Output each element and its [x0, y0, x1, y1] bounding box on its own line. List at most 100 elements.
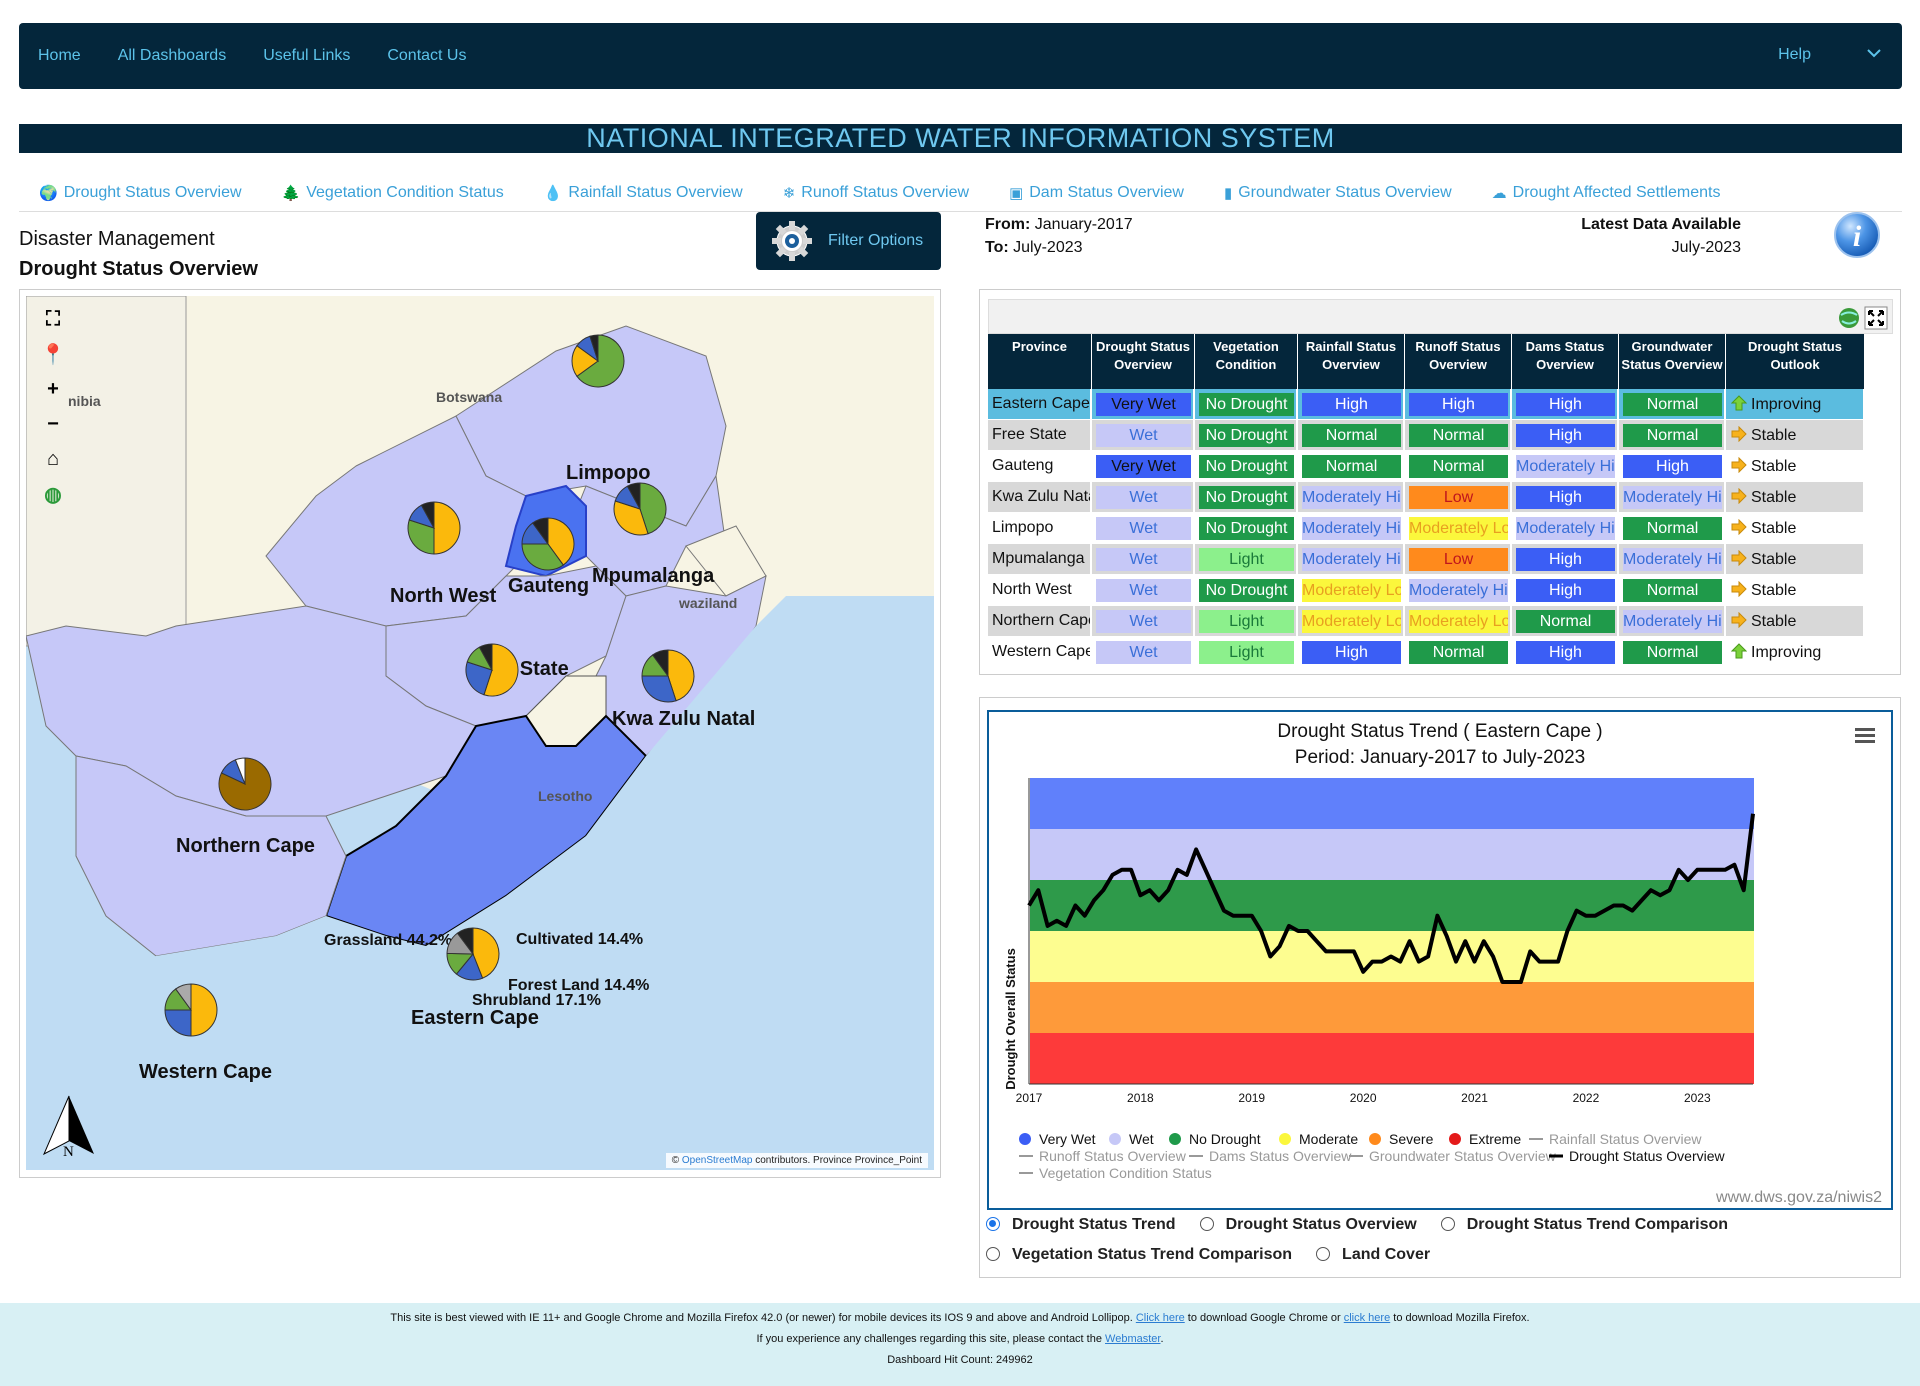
legend-item[interactable]: Vegetation Condition Status: [1019, 1165, 1212, 1181]
legend-item[interactable]: No Drought: [1169, 1131, 1261, 1147]
webmaster-link[interactable]: Webmaster: [1105, 1333, 1161, 1345]
legend-item[interactable]: Rainfall Status Overview: [1529, 1131, 1702, 1147]
chart-option-vegetation-status-trend-comparison[interactable]: Vegetation Status Trend Comparison: [986, 1240, 1304, 1270]
land-cover-pie[interactable]: [571, 334, 625, 388]
tab-groundwater-status-overview[interactable]: ▮ Groundwater Status Overview: [1224, 184, 1452, 202]
radio-button[interactable]: [1199, 1217, 1214, 1231]
chrome-download-link[interactable]: Click here: [1135, 1312, 1185, 1324]
band-severe: [1030, 982, 1754, 1033]
filter-options-button[interactable]: Filter Options: [756, 212, 941, 270]
home-icon[interactable]: ⌂: [46, 447, 60, 470]
land-cover-pie[interactable]: [465, 643, 519, 697]
tab-runoff-status-overview[interactable]: ❄ Runoff Status Overview: [783, 184, 969, 202]
status-cell: Normal: [1619, 420, 1726, 451]
status-value: Moderately Low: [1302, 578, 1401, 602]
land-cover-pie[interactable]: [521, 517, 575, 571]
pie-slice: [589, 334, 599, 362]
radio-button[interactable]: [986, 1247, 1000, 1261]
tab-vegetation-condition-status[interactable]: 🌲 Vegetation Condition Status: [282, 184, 504, 202]
status-cell: High: [1512, 389, 1619, 420]
zoom-in-button[interactable]: +: [47, 377, 59, 400]
land-cover-pie[interactable]: [446, 927, 500, 981]
province-map[interactable]: Limpopo Free State North West Gauteng Mp…: [26, 296, 934, 1170]
table-row[interactable]: Kwa Zulu Natal Wet No Drought Moderately Hi…: [988, 482, 1865, 513]
chart-option-land-cover[interactable]: Land Cover: [1316, 1240, 1442, 1270]
land-cover-pie[interactable]: [641, 649, 695, 703]
column-header[interactable]: Rainfall Status Overview: [1298, 334, 1405, 389]
tab-drought-status-overview[interactable]: 🌍 Drought Status Overview: [39, 184, 242, 202]
label-forest: Forest Land 14.4%: [508, 977, 649, 994]
legend-item[interactable]: Groundwater Status Overview: [1349, 1148, 1557, 1164]
table-row[interactable]: Gauteng Very Wet No Drought Normal Normal Mod…: [988, 451, 1865, 482]
column-header[interactable]: Drought Status Outlook: [1726, 334, 1865, 389]
status-value: Light: [1199, 609, 1294, 633]
nav-home[interactable]: Home: [38, 47, 81, 64]
legend-item[interactable]: Very Wet: [1019, 1131, 1096, 1147]
status-cell: Wet: [1092, 544, 1195, 575]
radio-label: Drought Status Overview: [1225, 1216, 1417, 1233]
cloud-icon: ☁: [1491, 184, 1507, 202]
land-cover-pie[interactable]: [218, 757, 272, 811]
table-row[interactable]: Free State Wet No Drought Normal Normal High N…: [988, 420, 1865, 451]
pie-slice: [420, 501, 435, 529]
globe-icon[interactable]: ◍: [44, 483, 62, 506]
chevron-down-icon[interactable]: [1864, 43, 1884, 63]
info-icon[interactable]: i: [1833, 211, 1881, 259]
nav-contact-us[interactable]: Contact Us: [387, 47, 467, 64]
legend-item[interactable]: Extreme: [1449, 1131, 1521, 1147]
legend-item[interactable]: Drought Status Overview: [1549, 1148, 1726, 1164]
locate-pin-icon[interactable]: 📍: [40, 343, 66, 366]
legend-item[interactable]: Dams Status Overview: [1189, 1148, 1352, 1164]
status-cell: Wet: [1092, 606, 1195, 637]
radio-button[interactable]: [1316, 1247, 1331, 1261]
table-row[interactable]: Western Cape Wet Light High Normal High Normal…: [988, 637, 1865, 668]
legend-item[interactable]: Severe: [1369, 1131, 1434, 1147]
chart-option-drought-status-overview[interactable]: Drought Status Overview: [1199, 1210, 1429, 1240]
legend-item[interactable]: Moderate: [1279, 1131, 1358, 1147]
status-cell: Normal: [1619, 575, 1726, 606]
chart-option-drought-status-trend[interactable]: Drought Status Trend: [986, 1210, 1188, 1240]
tab-dam-status-overview[interactable]: ▣ Dam Status Overview: [1009, 184, 1184, 202]
latest-value: July-2023: [1671, 239, 1741, 256]
legend-item[interactable]: Runoff Status Overview: [1019, 1148, 1187, 1164]
chart-menu-icon[interactable]: [1855, 728, 1875, 743]
legend-item[interactable]: Wet: [1109, 1131, 1154, 1147]
column-header[interactable]: Runoff Status Overview: [1405, 334, 1512, 389]
openstreetmap-link[interactable]: OpenStreetMap: [681, 1155, 753, 1166]
outlook-cell: Stable: [1726, 420, 1865, 451]
status-value: Low: [1409, 547, 1508, 571]
pie-slice: [652, 649, 669, 678]
nav-help[interactable]: Help: [1778, 46, 1811, 63]
svg-text:i: i: [1853, 220, 1862, 253]
period-range: From: January-2017 To: July-2023: [985, 213, 1133, 259]
nav-useful-links[interactable]: Useful Links: [263, 47, 351, 64]
table-row[interactable]: Eastern Cape Very Wet No Drought High High Hi…: [988, 389, 1865, 420]
column-header[interactable]: Dams Status Overview: [1512, 334, 1619, 389]
land-cover-pie[interactable]: [407, 501, 461, 555]
land-cover-pie[interactable]: [164, 983, 218, 1037]
radio-button[interactable]: [1440, 1217, 1455, 1231]
fullscreen-icon[interactable]: [1864, 306, 1888, 330]
from-value: January-2017: [1034, 216, 1133, 233]
zoom-out-button[interactable]: −: [47, 412, 59, 435]
status-cell: No Drought: [1195, 389, 1298, 420]
chart-option-drought-status-trend-comparison[interactable]: Drought Status Trend Comparison: [1440, 1210, 1740, 1240]
radio-label: Land Cover: [1342, 1246, 1431, 1263]
chart-title: Drought Status Trend ( Eastern Cape ): [1277, 721, 1602, 742]
globe-icon[interactable]: [1837, 306, 1861, 330]
column-header[interactable]: Province: [988, 334, 1092, 389]
tab-drought-affected-settlements[interactable]: ☁ Drought Affected Settlements: [1492, 184, 1721, 202]
column-header[interactable]: Drought Status Overview: [1092, 334, 1195, 389]
land-cover-pie[interactable]: [613, 482, 667, 536]
firefox-download-link[interactable]: click here: [1343, 1312, 1391, 1324]
nav-all-dashboards[interactable]: All Dashboards: [117, 47, 227, 64]
tab-rainfall-status-overview[interactable]: 💧 Rainfall Status Overview: [544, 184, 743, 202]
column-header[interactable]: Vegetation Condition: [1195, 334, 1298, 389]
radio-button[interactable]: [986, 1217, 1000, 1231]
fullscreen-icon[interactable]: ⛶: [46, 307, 60, 330]
column-header[interactable]: Groundwater Status Overview: [1619, 334, 1726, 389]
